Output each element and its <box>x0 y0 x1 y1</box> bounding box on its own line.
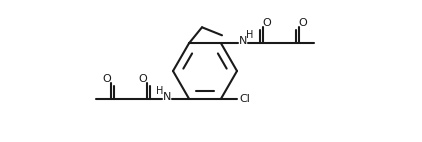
Text: Cl: Cl <box>240 94 250 104</box>
Text: N: N <box>239 36 247 46</box>
Text: O: O <box>262 18 271 28</box>
Text: O: O <box>299 18 307 28</box>
Text: O: O <box>103 74 111 84</box>
Text: H: H <box>246 30 254 40</box>
Text: O: O <box>138 74 147 84</box>
Text: H: H <box>156 86 164 96</box>
Text: N: N <box>163 92 171 102</box>
